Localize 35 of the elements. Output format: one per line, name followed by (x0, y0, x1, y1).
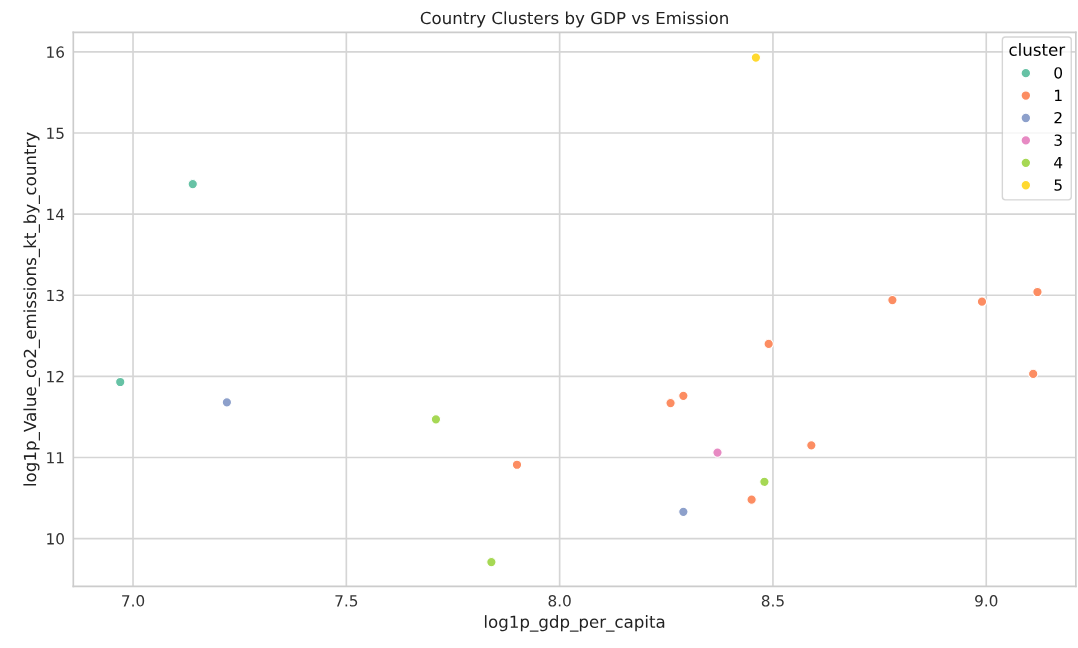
point (712, 447, 723, 458)
point (750, 52, 762, 63)
point (430, 414, 442, 425)
point (221, 397, 233, 408)
legend-title: cluster (1009, 43, 1066, 56)
point (763, 338, 774, 350)
point (486, 556, 497, 568)
point (806, 440, 817, 451)
legend-label: 3 (1054, 134, 1062, 146)
y-tick-label: 14 (47, 208, 65, 220)
point (1027, 368, 1039, 380)
point (887, 294, 898, 306)
x-tick-label: 7.0 (122, 595, 145, 607)
y-axis-title: log1p_Value_co2_emissions_kt_by_country (23, 132, 40, 486)
point (746, 494, 757, 505)
y-tick-label: 12 (47, 370, 64, 383)
legend-label: 5 (1054, 179, 1062, 191)
legend-label: 0 (1054, 67, 1063, 79)
y-tick-label: 15 (47, 127, 64, 140)
point (187, 178, 198, 190)
y-tick-label: 16 (47, 46, 65, 58)
x-tick-label: 8.5 (761, 595, 784, 607)
legend-label: 2 (1054, 111, 1062, 124)
legend-label: 4 (1054, 157, 1063, 169)
x-tick-label: 7.5 (335, 595, 358, 607)
point (665, 397, 676, 409)
legend-label: 1 (1055, 89, 1062, 101)
y-tick-label: 10 (47, 533, 64, 545)
point (976, 296, 988, 307)
y-tick-label: 13 (47, 289, 64, 302)
x-tick-label: 8.0 (548, 595, 571, 607)
x-axis-title: log1p_gdp_per_capita (484, 615, 665, 632)
y-tick-label: 11 (47, 452, 64, 464)
x-tick-label: 9.0 (975, 595, 998, 607)
chart-title: Country Clusters by GDP vs Emission (420, 11, 728, 28)
